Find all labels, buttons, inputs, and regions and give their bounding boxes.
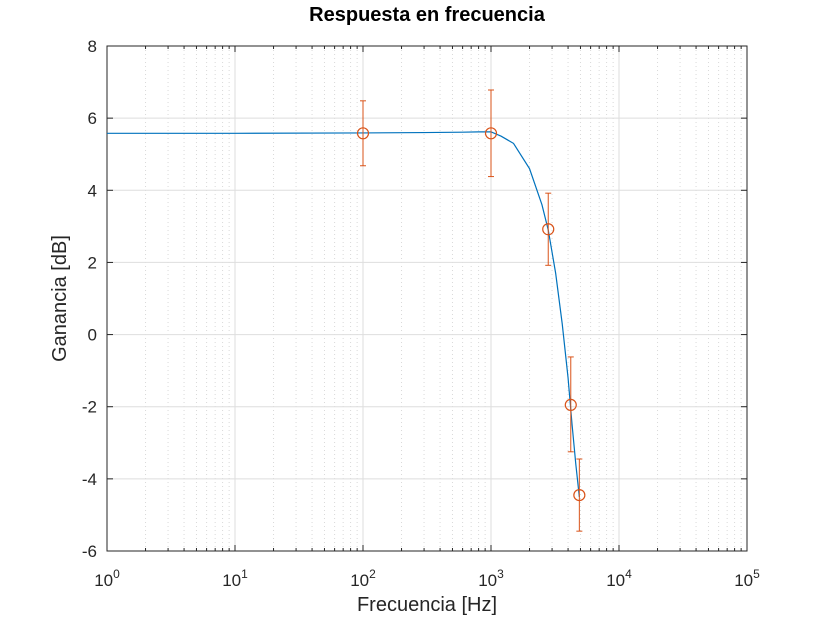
x-tick-labels: 100 101 102 103 104 105	[94, 567, 760, 590]
x-tick-label: 101	[222, 567, 248, 590]
y-tick-label: 6	[88, 109, 97, 128]
fit-curve	[107, 131, 580, 497]
plot-background	[107, 46, 747, 551]
x-tick-label: 104	[606, 567, 632, 590]
x-tick-label: 100	[94, 567, 120, 590]
series-line	[107, 131, 580, 497]
series-errorbar	[356, 89, 586, 532]
minor-grid	[145, 46, 742, 551]
data-point-marker	[542, 223, 555, 236]
y-tick-label: 0	[88, 326, 97, 345]
x-tick-label: 102	[350, 567, 376, 590]
plot-frame	[106, 45, 748, 552]
y-axis-label: Ganancia [dB]	[49, 235, 71, 362]
x-tick-label: 105	[734, 567, 760, 590]
y-tick-label: 8	[88, 37, 97, 56]
y-tick-label: -2	[82, 398, 97, 417]
data-point-marker	[573, 488, 586, 502]
y-tick-label: 2	[88, 253, 97, 272]
axis-ticks	[106, 45, 748, 552]
data-point-marker	[356, 127, 370, 140]
y-tick-labels: 8 6 4 2 0 -2 -4 -6	[82, 37, 97, 561]
chart-title: Respuesta en frecuencia	[309, 4, 546, 26]
x-axis-label: Frecuencia [Hz]	[357, 594, 497, 616]
y-tick-label: 4	[88, 181, 97, 200]
x-tick-label: 103	[478, 567, 504, 590]
data-point-marker	[564, 398, 577, 412]
data-point-marker	[484, 127, 498, 140]
y-tick-label: -4	[82, 470, 97, 489]
y-tick-label: -6	[82, 542, 97, 561]
